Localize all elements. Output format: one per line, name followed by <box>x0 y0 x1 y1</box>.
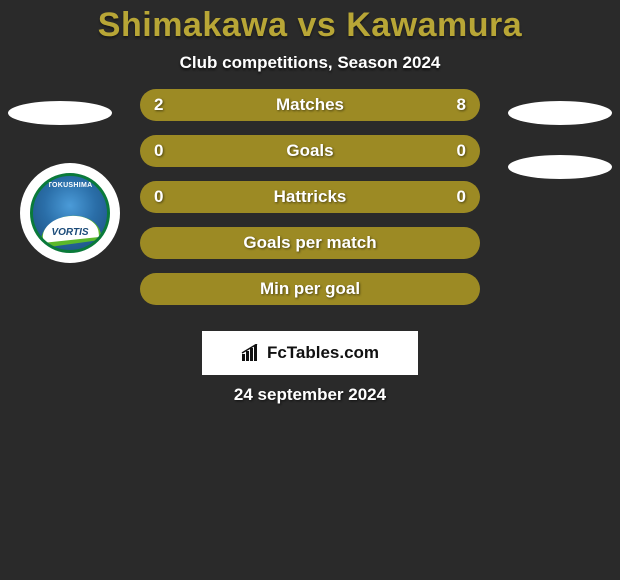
stat-label: Goals per match <box>243 233 376 253</box>
stat-right-value: 0 <box>457 141 466 161</box>
page-title: Shimakawa vs Kawamura <box>0 0 620 45</box>
page-subtitle: Club competitions, Season 2024 <box>0 53 620 73</box>
stat-row-goals: 0 Goals 0 <box>140 135 480 167</box>
brand-text: FcTables.com <box>267 343 379 363</box>
stat-left-value: 0 <box>154 141 163 161</box>
stat-row-goals-per-match: Goals per match <box>140 227 480 259</box>
stat-label: Matches <box>276 95 344 115</box>
stat-left-value: 0 <box>154 187 163 207</box>
bar-chart-icon <box>241 344 263 362</box>
stat-label: Hattricks <box>274 187 347 207</box>
generation-date: 24 september 2024 <box>0 385 620 405</box>
stat-right-value: 0 <box>457 187 466 207</box>
team1-crest: TOKUSHIMA VORTIS <box>20 163 120 263</box>
crest-name: VORTIS <box>51 227 88 238</box>
stat-row-min-per-goal: Min per goal <box>140 273 480 305</box>
player2-placeholder-ellipse <box>508 101 612 125</box>
brand-label: FcTables.com <box>241 343 379 363</box>
stat-row-matches: 2 Matches 8 <box>140 89 480 121</box>
crest-top-text: TOKUSHIMA <box>48 182 93 189</box>
stat-left-value: 2 <box>154 95 163 115</box>
player1-placeholder-ellipse <box>8 101 112 125</box>
team2-placeholder-ellipse <box>508 155 612 179</box>
team1-crest-inner: TOKUSHIMA VORTIS <box>30 173 110 253</box>
stat-label: Goals <box>286 141 333 161</box>
brand-box: FcTables.com <box>202 331 418 375</box>
stat-right-value: 8 <box>457 95 466 115</box>
stat-row-hattricks: 0 Hattricks 0 <box>140 181 480 213</box>
stat-bars: 2 Matches 8 0 Goals 0 0 Hattricks 0 Goal… <box>140 89 480 319</box>
stat-label: Min per goal <box>260 279 360 299</box>
